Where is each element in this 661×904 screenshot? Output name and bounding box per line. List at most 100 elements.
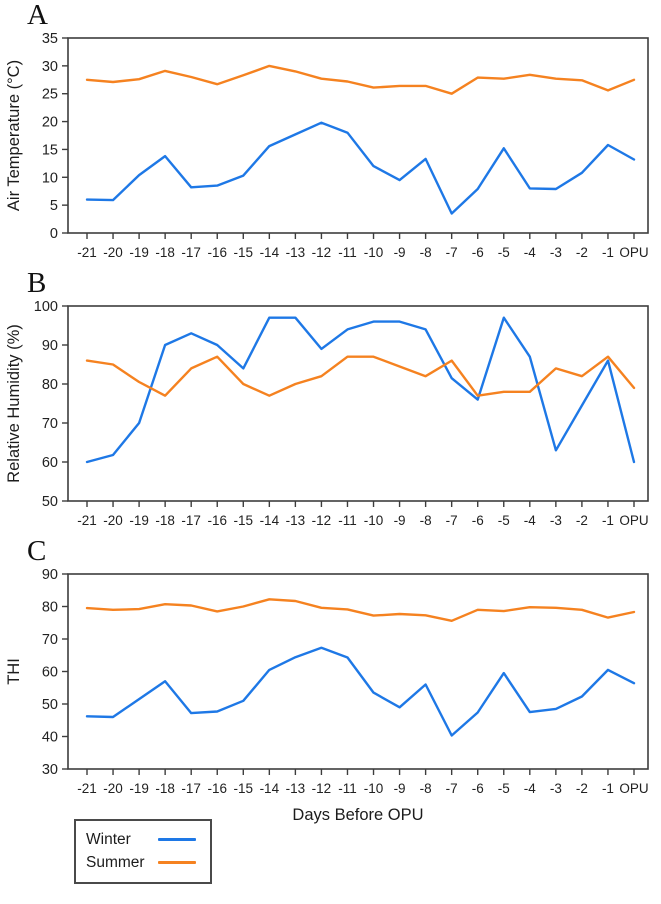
x-tick-label: -4 <box>524 781 536 796</box>
x-tick-label: -9 <box>394 513 406 528</box>
series-winter-line <box>85 646 636 737</box>
panel-label-a: A <box>27 0 48 31</box>
x-tick-label: -15 <box>234 245 254 260</box>
y-tick-label: 5 <box>50 198 58 214</box>
legend-item-winter: Winter <box>86 828 196 851</box>
y-tick-label: 35 <box>42 31 58 47</box>
x-tick-label: -2 <box>576 245 588 260</box>
x-tick-label: OPU <box>619 513 648 528</box>
x-tick-label: -2 <box>576 513 588 528</box>
x-tick-label: -3 <box>550 245 562 260</box>
x-tick-label: OPU <box>619 245 648 260</box>
y-tick-label: 50 <box>42 494 58 510</box>
x-tick-label: -1 <box>602 781 614 796</box>
y-tick-label: 70 <box>42 416 58 432</box>
x-tick-label: -19 <box>129 245 149 260</box>
y-tick-label: 15 <box>42 142 58 158</box>
y-tick-label: 40 <box>42 730 58 746</box>
x-tick-label: -20 <box>103 513 123 528</box>
x-tick-label: -12 <box>312 245 332 260</box>
series-winter-line <box>85 121 636 215</box>
x-tick-label: -16 <box>207 781 227 796</box>
chart-panel-c: C 30 40 50 60 70 80 90 -21 -20 -19 -18 -17 -16 -15 -14… <box>0 535 661 799</box>
x-tick-label: -13 <box>286 245 306 260</box>
legend-item-summer: Summer <box>86 851 196 874</box>
x-tick-label: -21 <box>77 513 97 528</box>
x-tick-label: -17 <box>181 513 201 528</box>
x-tick-label: -11 <box>338 245 357 260</box>
x-tick-label: -5 <box>498 781 510 796</box>
x-tick-label: -10 <box>364 245 384 260</box>
x-tick-label: OPU <box>619 781 648 796</box>
x-tick-label: -12 <box>312 513 332 528</box>
x-tick-label: -18 <box>155 513 175 528</box>
x-tick-label: -6 <box>472 245 484 260</box>
x-tick-label: -5 <box>498 245 510 260</box>
x-tick-label: -8 <box>420 513 432 528</box>
y-tick-label: 60 <box>42 455 58 471</box>
x-tick-label: -19 <box>129 781 149 796</box>
series-summer-line <box>85 64 636 95</box>
x-tick-label: -7 <box>446 245 458 260</box>
y-axis-title: Air Temperature (°C) <box>5 60 23 211</box>
panel-label-c: C <box>27 535 47 567</box>
x-tick-label: -12 <box>312 781 332 796</box>
y-axis-title: THI <box>5 658 23 685</box>
plot-border <box>67 37 649 234</box>
x-tick-label: -10 <box>364 513 384 528</box>
x-tick-label: -3 <box>550 513 562 528</box>
x-tick-label: -11 <box>338 513 357 528</box>
y-tick-label: 90 <box>42 338 58 354</box>
x-tick-label: -17 <box>181 245 201 260</box>
x-tick-label: -9 <box>394 781 406 796</box>
x-tick-label: -18 <box>155 781 175 796</box>
x-tick-label: -3 <box>550 781 562 796</box>
y-tick-label: 70 <box>42 632 58 648</box>
x-tick-label: -10 <box>364 781 384 796</box>
x-tick-label: -7 <box>446 781 458 796</box>
legend-summer-label: Summer <box>86 853 145 871</box>
x-tick-label: -21 <box>77 245 97 260</box>
y-tick-label: 100 <box>34 299 58 315</box>
legend: Winter Summer <box>74 819 212 884</box>
legend-winter-label: Winter <box>86 830 131 848</box>
x-tick-label: -8 <box>420 781 432 796</box>
summer-line-swatch <box>158 861 196 864</box>
winter-line-swatch <box>158 838 196 841</box>
y-tick-label: 10 <box>42 170 58 186</box>
figure-footer: Days Before OPU Winter Summer <box>0 806 661 886</box>
plot-border <box>67 305 649 502</box>
x-tick-label: -16 <box>207 513 227 528</box>
y-tick-label: 60 <box>42 665 58 681</box>
x-tick-label: -6 <box>472 781 484 796</box>
x-tick-label: -14 <box>260 781 280 796</box>
y-tick-label: 80 <box>42 377 58 393</box>
series-winter-line <box>85 316 636 464</box>
x-tick-label: -16 <box>207 245 227 260</box>
x-tick-label: -1 <box>602 513 614 528</box>
x-tick-label: -19 <box>129 513 149 528</box>
x-tick-label: -21 <box>77 781 97 796</box>
series-summer-line <box>85 355 636 397</box>
chart-panel-a: A 0 5 10 15 20 25 30 35 -21 -20 -19 -18 -17 -16 -15 -14… <box>0 0 661 263</box>
panel-label-b: B <box>27 267 47 299</box>
x-tick-label: -20 <box>103 781 123 796</box>
y-tick-label: 80 <box>42 600 58 616</box>
thi-chart: 30 40 50 60 70 80 90 -21 -20 -19 -18 -17 -16 -15 -14 -1… <box>5 567 649 796</box>
x-tick-label: -4 <box>524 245 536 260</box>
y-axis-title: Relative Humidity (%) <box>5 324 23 483</box>
chart-panel-b: B 50 60 70 80 90 100 -21 -20 -19 -18 -17 -16 -15 -14 -… <box>0 267 661 531</box>
x-tick-label: -14 <box>260 245 280 260</box>
x-tick-label: -6 <box>472 513 484 528</box>
y-tick-label: 90 <box>42 567 58 583</box>
x-tick-label: -14 <box>260 513 280 528</box>
x-tick-label: -18 <box>155 245 175 260</box>
air-temperature-chart: 0 5 10 15 20 25 30 35 -21 -20 -19 -18 -17 -16 -15 -14 -1… <box>5 31 649 260</box>
y-tick-label: 30 <box>42 59 58 75</box>
x-tick-label: -20 <box>103 245 123 260</box>
y-tick-label: 50 <box>42 697 58 713</box>
x-tick-label: -15 <box>234 513 254 528</box>
x-tick-label: -7 <box>446 513 458 528</box>
x-tick-label: -1 <box>602 245 614 260</box>
